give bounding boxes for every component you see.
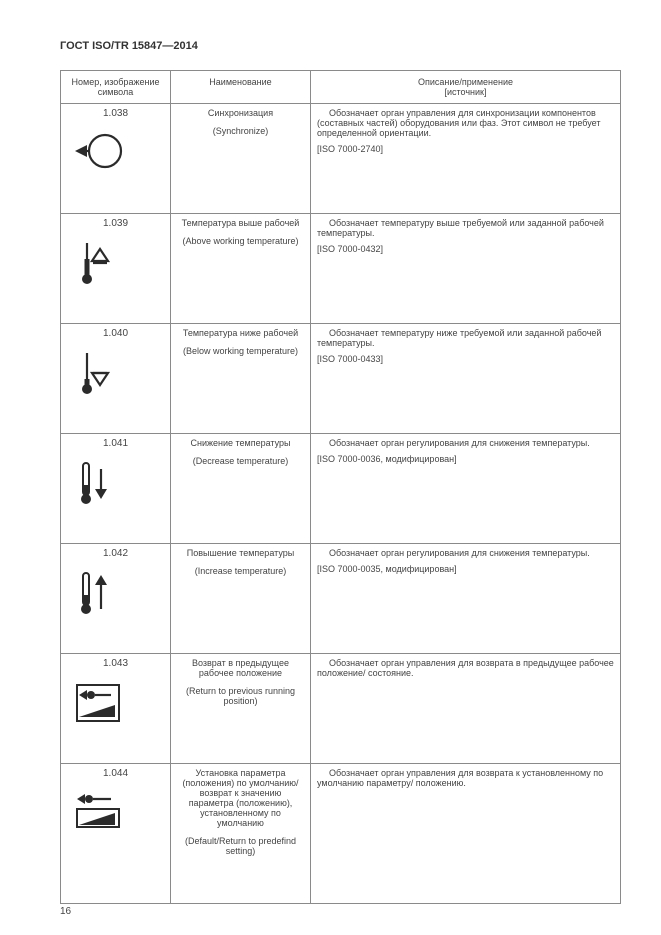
desc-text: Обозначает температуру выше требуемой ил… [317,218,614,238]
th-symbol: Номер, изображение символа [61,71,171,104]
cell-name: Синхронизация (Synchronize) [171,104,311,214]
cell-name: Температура ниже рабочей (Below working … [171,324,311,434]
desc-source: [ISO 7000-0432] [317,244,614,254]
cell-desc: Обозначает температуру выше требуемой ил… [311,214,621,324]
synchronize-icon [71,125,131,177]
page-number: 16 [60,906,71,917]
name-en: (Below working temperature) [177,346,304,356]
table-row: 1.038 Синхронизация (Synchronize) Обозна… [61,104,621,214]
name-en: (Above working temperature) [177,236,304,246]
cell-desc: Обозначает орган управления для возврата… [311,764,621,904]
decrease-temperature-icon [71,455,131,507]
cell-desc: Обозначает температуру ниже требуемой ил… [311,324,621,434]
table-row: 1.041 Снижение температуры (Decrease te [61,434,621,544]
cell-symbol: 1.038 [61,104,171,214]
increase-temperature-icon [71,565,131,617]
above-working-temperature-icon [71,235,131,287]
desc-source: [ISO 7000-0433] [317,354,614,364]
th-desc-top: Описание/применение [315,77,616,87]
desc-text: Обозначает орган регулирования для сниже… [317,548,614,558]
desc-source: [ISO 7000-2740] [317,144,614,154]
table-row: 1.043 Возврат в предыдущее рабочее полож… [61,654,621,764]
cell-name: Температура выше рабочей (Above working … [171,214,311,324]
desc-text: Обозначает орган управления для синхрони… [317,108,614,138]
table-row: 1.040 Температура ниже рабочей (Below w [61,324,621,434]
return-previous-position-icon [71,675,131,727]
name-en: (Increase temperature) [177,566,304,576]
th-name: Наименование [171,71,311,104]
below-working-temperature-icon [71,345,131,397]
name-en: (Synchronize) [177,126,304,136]
cell-name: Повышение температуры (Increase temperat… [171,544,311,654]
symbol-number: 1.039 [67,218,164,229]
cell-symbol: 1.041 [61,434,171,544]
symbol-number: 1.044 [67,768,164,779]
symbols-table: Номер, изображение символа Наименование … [60,70,621,904]
desc-text: Обозначает орган регулирования для сниже… [317,438,614,448]
desc-text: Обозначает орган управления для возврата… [317,658,614,678]
symbol-number: 1.041 [67,438,164,449]
name-ru: Синхронизация [177,108,304,118]
page: ГОСТ ISO/TR 15847—2014 Номер, изображени… [0,0,661,935]
symbol-number: 1.038 [67,108,164,119]
name-ru: Возврат в предыдущее рабочее положение [177,658,304,678]
name-en: (Return to previous running position) [177,686,304,706]
desc-source: [ISO 7000-0036, модифицирован] [317,454,614,464]
cell-symbol: 1.044 [61,764,171,904]
desc-text: Обозначает орган управления для возврата… [317,768,614,788]
th-desc-sub: [источник] [315,87,616,97]
cell-symbol: 1.043 [61,654,171,764]
table-row: 1.044 Установка параметра (положения) по… [61,764,621,904]
name-en: (Default/Return to predefind setting) [177,836,304,856]
desc-text: Обозначает температуру ниже требуемой ил… [317,328,614,348]
symbol-number: 1.042 [67,548,164,559]
cell-symbol: 1.040 [61,324,171,434]
table-header-row: Номер, изображение символа Наименование … [61,71,621,104]
cell-symbol: 1.042 [61,544,171,654]
cell-symbol: 1.039 [61,214,171,324]
table-row: 1.039 Температура выше рабочей (Above w [61,214,621,324]
cell-name: Возврат в предыдущее рабочее положение (… [171,654,311,764]
cell-desc: Обозначает орган управления для возврата… [311,654,621,764]
desc-source: [ISO 7000-0035, модифицирован] [317,564,614,574]
default-setting-icon [71,785,131,837]
symbol-number: 1.043 [67,658,164,669]
name-ru: Температура выше рабочей [177,218,304,228]
name-ru: Повышение температуры [177,548,304,558]
name-ru: Температура ниже рабочей [177,328,304,338]
name-ru: Установка параметра (положения) по умолч… [177,768,304,828]
th-desc: Описание/применение [источник] [311,71,621,104]
name-ru: Снижение температуры [177,438,304,448]
symbol-number: 1.040 [67,328,164,339]
doc-title: ГОСТ ISO/TR 15847—2014 [60,40,621,52]
cell-name: Установка параметра (положения) по умолч… [171,764,311,904]
table-row: 1.042 Повышение температуры (Increase t [61,544,621,654]
cell-desc: Обозначает орган регулирования для сниже… [311,544,621,654]
cell-desc: Обозначает орган регулирования для сниже… [311,434,621,544]
name-en: (Decrease temperature) [177,456,304,466]
cell-name: Снижение температуры (Decrease temperatu… [171,434,311,544]
cell-desc: Обозначает орган управления для синхрони… [311,104,621,214]
